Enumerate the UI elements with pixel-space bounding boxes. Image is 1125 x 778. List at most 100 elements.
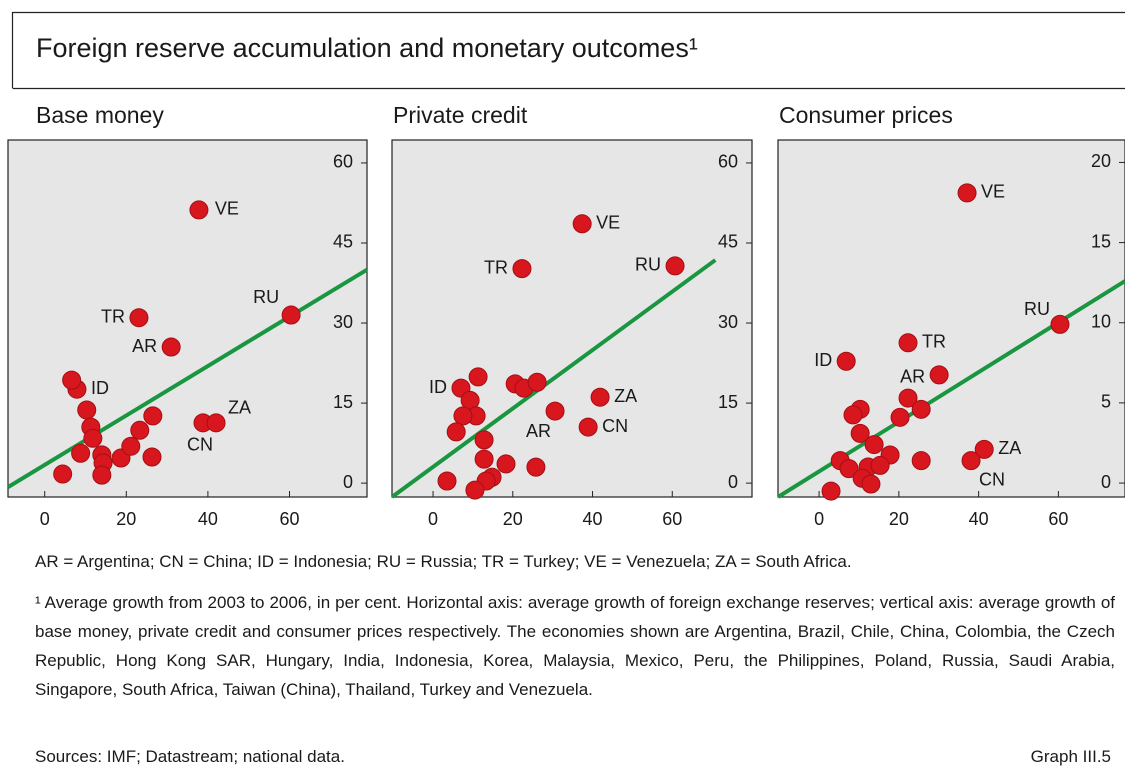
plot-area	[391, 139, 753, 498]
point	[468, 367, 488, 387]
point	[129, 308, 149, 328]
y-tick-label: 15	[1091, 231, 1111, 251]
point-label: VE	[596, 213, 620, 233]
x-tick-label: 40	[198, 509, 218, 529]
point	[71, 443, 91, 463]
point-label: CN	[187, 435, 213, 455]
point-label: RU	[1024, 299, 1050, 319]
point	[890, 407, 910, 427]
point	[572, 214, 592, 234]
point-label: ID	[429, 377, 447, 397]
x-tick-label: 0	[814, 509, 824, 529]
x-tick-label: 20	[116, 509, 136, 529]
point	[957, 183, 977, 203]
point-label: ZA	[614, 386, 637, 406]
x-tick-label: 20	[503, 509, 523, 529]
panel-title: Private credit	[393, 102, 528, 128]
point	[864, 435, 884, 455]
point	[143, 406, 163, 426]
point	[839, 459, 859, 479]
point	[861, 474, 881, 494]
point	[121, 436, 141, 456]
x-tick-label: 20	[889, 509, 909, 529]
point	[527, 372, 547, 392]
point-label: ID	[91, 378, 109, 398]
x-tick-label: 40	[969, 509, 989, 529]
panel-title: Base money	[36, 102, 164, 128]
point	[526, 457, 546, 477]
point	[83, 428, 103, 448]
point	[142, 447, 162, 467]
y-tick-label: 30	[333, 312, 353, 332]
y-tick-label: 60	[333, 152, 353, 172]
y-tick-label: 5	[1101, 392, 1111, 412]
chart-title: Foreign reserve accumulation and monetar…	[36, 33, 698, 63]
point	[843, 405, 863, 425]
point	[465, 480, 485, 500]
point	[870, 455, 890, 475]
y-tick-label: 15	[718, 392, 738, 412]
point-label: TR	[922, 332, 946, 352]
point	[911, 399, 931, 419]
point	[92, 465, 112, 485]
point	[578, 417, 598, 437]
y-tick-label: 0	[1101, 472, 1111, 492]
y-tick-label: 45	[333, 232, 353, 252]
x-tick-label: 60	[279, 509, 299, 529]
point	[53, 464, 73, 484]
x-tick-label: 40	[583, 509, 603, 529]
point-label: ZA	[228, 398, 251, 418]
point	[437, 471, 457, 491]
point	[665, 256, 685, 276]
point-label: TR	[101, 306, 125, 326]
sources: Sources: IMF; Datastream; national data.	[35, 747, 345, 766]
point	[850, 423, 870, 443]
panel-title: Consumer prices	[779, 102, 953, 128]
point	[961, 451, 981, 471]
point	[161, 337, 181, 357]
point-label: ID	[814, 350, 832, 370]
y-tick-label: 20	[1091, 151, 1111, 171]
point	[474, 449, 494, 469]
point-label: AR	[132, 336, 157, 356]
point-label: TR	[484, 257, 508, 277]
x-tick-label: 60	[662, 509, 682, 529]
footnote: ¹ Average growth from 2003 to 2006, in p…	[35, 593, 1115, 699]
x-tick-label: 0	[428, 509, 438, 529]
point	[453, 406, 473, 426]
point-label: CN	[979, 469, 1005, 489]
point	[512, 259, 532, 279]
point	[898, 388, 918, 408]
plot-area	[7, 139, 368, 498]
point-label: AR	[900, 367, 925, 387]
point	[130, 420, 150, 440]
point-label: AR	[526, 421, 551, 441]
point	[77, 400, 97, 420]
point-label: RU	[253, 287, 279, 307]
point-label: VE	[981, 182, 1005, 202]
y-tick-label: 45	[718, 232, 738, 252]
point-label: CN	[602, 416, 628, 436]
point	[929, 365, 949, 385]
point	[281, 305, 301, 325]
point-label: RU	[635, 255, 661, 275]
point	[1050, 314, 1070, 334]
x-tick-label: 60	[1048, 509, 1068, 529]
y-tick-label: 30	[718, 312, 738, 332]
fit-line	[390, 258, 717, 499]
y-tick-label: 60	[718, 152, 738, 172]
point	[590, 387, 610, 407]
point-label: VE	[215, 199, 239, 219]
x-tick-label: 0	[40, 509, 50, 529]
y-tick-label: 15	[333, 392, 353, 412]
point	[189, 200, 209, 220]
y-tick-label: 10	[1091, 311, 1111, 331]
point	[496, 454, 516, 474]
graph-id: Graph III.5	[1030, 747, 1111, 766]
fit-line	[6, 267, 369, 489]
point	[446, 422, 466, 442]
point	[911, 451, 931, 471]
legend-note: AR = Argentina; CN = China; ID = Indones…	[35, 552, 852, 571]
